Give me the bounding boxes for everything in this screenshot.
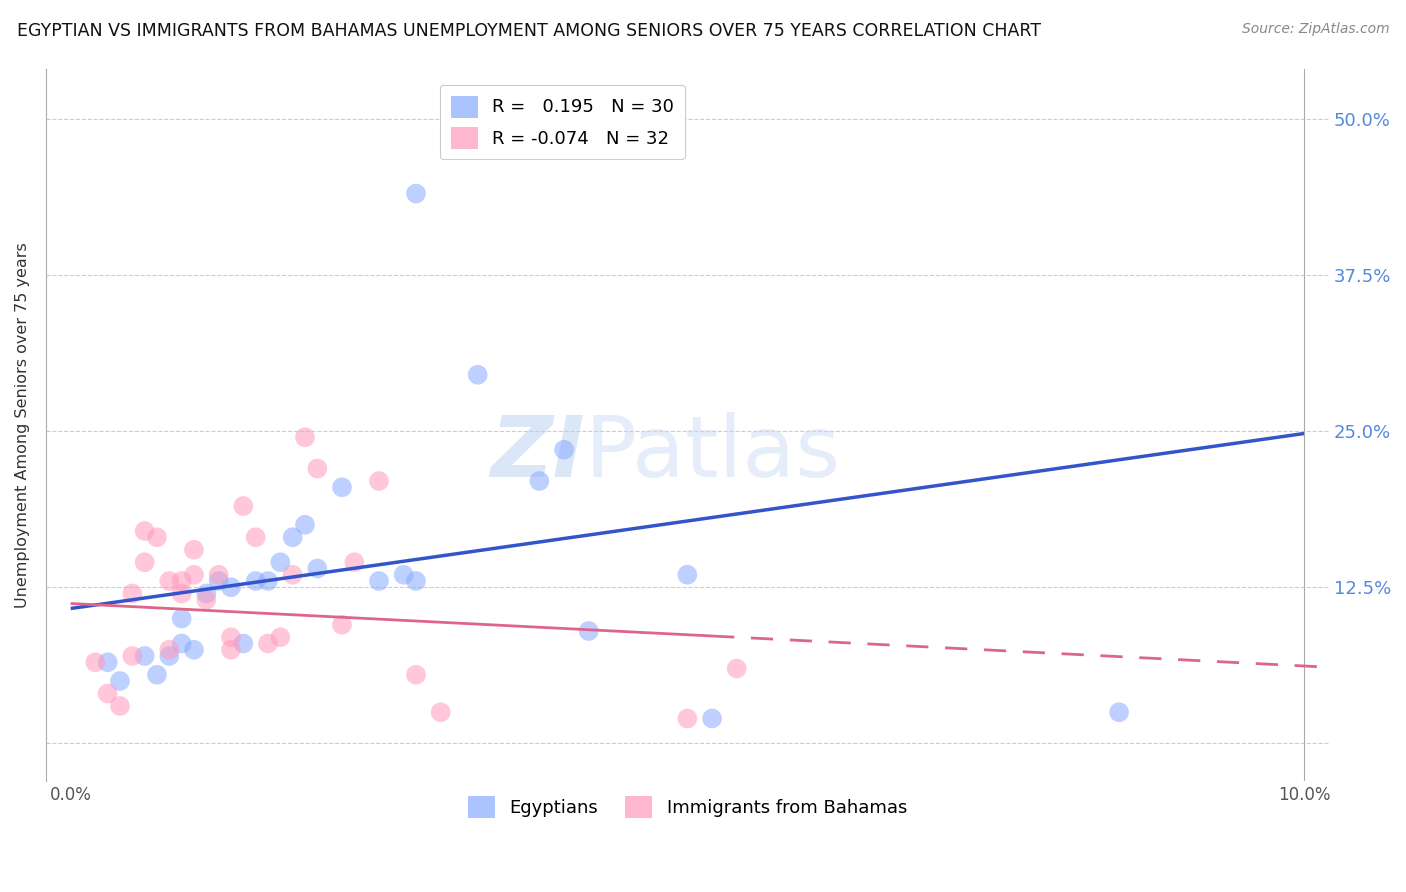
- Point: [134, 524, 156, 538]
- Text: Patlas: Patlas: [585, 412, 841, 495]
- Point: [157, 574, 180, 588]
- Point: [183, 567, 205, 582]
- Point: [307, 461, 329, 475]
- Point: [676, 711, 699, 725]
- Point: [368, 474, 391, 488]
- Point: [97, 686, 120, 700]
- Point: [170, 636, 193, 650]
- Point: [232, 636, 254, 650]
- Point: [121, 648, 143, 663]
- Point: [108, 673, 131, 688]
- Point: [405, 574, 427, 588]
- Point: [553, 442, 575, 457]
- Point: [676, 567, 699, 582]
- Point: [257, 574, 280, 588]
- Point: [84, 655, 107, 669]
- Point: [146, 530, 169, 544]
- Point: [183, 542, 205, 557]
- Point: [134, 555, 156, 569]
- Point: [405, 186, 427, 201]
- Point: [195, 586, 218, 600]
- Point: [208, 574, 231, 588]
- Point: [467, 368, 489, 382]
- Point: [281, 567, 304, 582]
- Point: [392, 567, 415, 582]
- Point: [219, 580, 242, 594]
- Point: [307, 561, 329, 575]
- Point: [170, 586, 193, 600]
- Point: [245, 530, 267, 544]
- Y-axis label: Unemployment Among Seniors over 75 years: Unemployment Among Seniors over 75 years: [15, 242, 30, 607]
- Point: [157, 648, 180, 663]
- Point: [405, 667, 427, 681]
- Point: [183, 642, 205, 657]
- Point: [245, 574, 267, 588]
- Point: [219, 642, 242, 657]
- Point: [232, 499, 254, 513]
- Point: [368, 574, 391, 588]
- Point: [257, 636, 280, 650]
- Point: [121, 586, 143, 600]
- Text: ZI: ZI: [491, 412, 585, 495]
- Point: [208, 567, 231, 582]
- Point: [578, 624, 600, 638]
- Point: [330, 480, 353, 494]
- Point: [294, 430, 316, 444]
- Point: [429, 705, 451, 719]
- Legend: Egyptians, Immigrants from Bahamas: Egyptians, Immigrants from Bahamas: [461, 789, 914, 825]
- Point: [269, 630, 291, 644]
- Point: [219, 630, 242, 644]
- Point: [700, 711, 723, 725]
- Text: EGYPTIAN VS IMMIGRANTS FROM BAHAMAS UNEMPLOYMENT AMONG SENIORS OVER 75 YEARS COR: EGYPTIAN VS IMMIGRANTS FROM BAHAMAS UNEM…: [17, 22, 1040, 40]
- Point: [134, 648, 156, 663]
- Point: [195, 592, 218, 607]
- Point: [97, 655, 120, 669]
- Point: [529, 474, 551, 488]
- Point: [725, 661, 748, 675]
- Point: [1108, 705, 1130, 719]
- Point: [170, 611, 193, 625]
- Point: [146, 667, 169, 681]
- Point: [108, 698, 131, 713]
- Point: [170, 574, 193, 588]
- Point: [269, 555, 291, 569]
- Point: [343, 555, 366, 569]
- Point: [157, 642, 180, 657]
- Point: [294, 517, 316, 532]
- Text: Source: ZipAtlas.com: Source: ZipAtlas.com: [1241, 22, 1389, 37]
- Point: [281, 530, 304, 544]
- Point: [330, 617, 353, 632]
